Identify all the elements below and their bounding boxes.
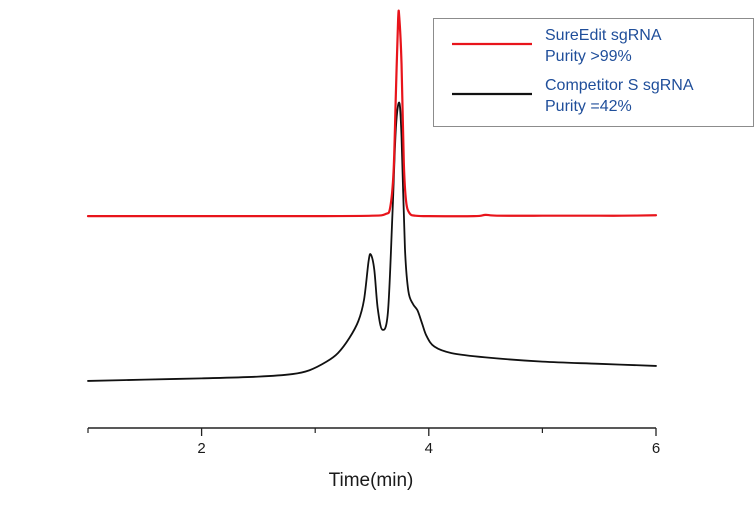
x-axis: 2 4 6: [87, 427, 660, 457]
legend-label: Competitor S sgRNA: [545, 77, 694, 94]
legend: SureEdit sgRNA Purity >99% Competitor S sg…: [433, 18, 754, 127]
series-line-sureedit-sgrna: [86, 9, 658, 218]
x-tick-label: 4: [425, 440, 433, 457]
legend-purity-label: Purity =42%: [545, 98, 632, 115]
legend-label: SureEdit sgRNA: [545, 27, 662, 44]
x-tick-label: 6: [652, 440, 660, 457]
x-axis-title: Time(min): [329, 470, 414, 491]
series-line-competitor-s-sgrna: [87, 101, 657, 382]
legend-purity-label: Purity >99%: [545, 48, 632, 65]
x-tick-label: 2: [197, 440, 205, 457]
plot-area: [86, 9, 658, 382]
legend-box: [433, 18, 754, 127]
